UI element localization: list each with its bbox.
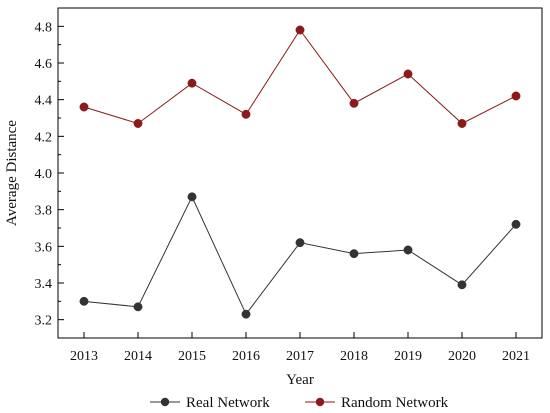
axes: 2013 2014 2015 2016 2017 2018 2019 2020 2021 3.2 3…	[35, 20, 531, 364]
y-tick-label: 3.4	[35, 277, 53, 292]
plot-frame	[57, 7, 543, 339]
series-line	[83, 195, 517, 316]
data-point	[511, 219, 521, 229]
data-point	[79, 296, 89, 306]
legend-label: Random Network	[341, 395, 449, 411]
series-line	[83, 29, 517, 125]
data-point	[349, 98, 359, 108]
y-tick-label: 3.8	[35, 204, 53, 219]
y-tick-label: 4.0	[35, 167, 53, 182]
x-tick-label: 2015	[178, 349, 206, 364]
data-point	[187, 192, 197, 202]
x-tick-label: 2013	[70, 349, 98, 364]
y-tick-label: 4.8	[35, 20, 53, 35]
y-tick-label: 4.2	[35, 130, 53, 145]
legend: Real Network Random Network	[150, 395, 449, 411]
data-point	[457, 280, 467, 290]
y-tick-label: 3.6	[35, 240, 53, 255]
x-tick-label: 2019	[394, 349, 422, 364]
x-axis-title: Year	[286, 372, 314, 388]
data-point	[133, 119, 143, 128]
series-random-network	[79, 25, 521, 128]
data-point	[457, 119, 467, 128]
data-point	[241, 309, 251, 319]
series-layer	[79, 25, 521, 319]
legend-marker	[160, 397, 170, 407]
data-point	[295, 238, 305, 248]
y-tick-label: 3.2	[35, 314, 53, 329]
legend-label: Real Network	[186, 395, 270, 411]
series-real-network	[79, 192, 521, 319]
legend-marker	[315, 397, 325, 407]
x-tick-label: 2017	[286, 349, 314, 364]
legend-item-real-network: Real Network	[150, 395, 270, 411]
y-axis-title: Average Distance	[4, 120, 20, 226]
data-point	[295, 25, 305, 35]
y-tick-label: 4.4	[35, 94, 53, 109]
data-point	[349, 249, 359, 259]
data-point	[187, 78, 197, 88]
data-point	[79, 102, 89, 112]
data-point	[511, 91, 521, 101]
plot-area	[57, 7, 543, 339]
data-point	[403, 245, 413, 255]
x-tick-label: 2020	[448, 349, 476, 364]
x-tick-label: 2021	[502, 349, 530, 364]
y-tick-label: 4.6	[35, 57, 53, 72]
x-tick-label: 2016	[232, 349, 260, 364]
data-point	[403, 69, 413, 79]
data-point	[133, 302, 143, 312]
x-tick-label: 2014	[124, 349, 152, 364]
data-point	[241, 109, 251, 119]
x-tick-label: 2018	[340, 349, 368, 364]
legend-item-random-network: Random Network	[305, 395, 449, 411]
